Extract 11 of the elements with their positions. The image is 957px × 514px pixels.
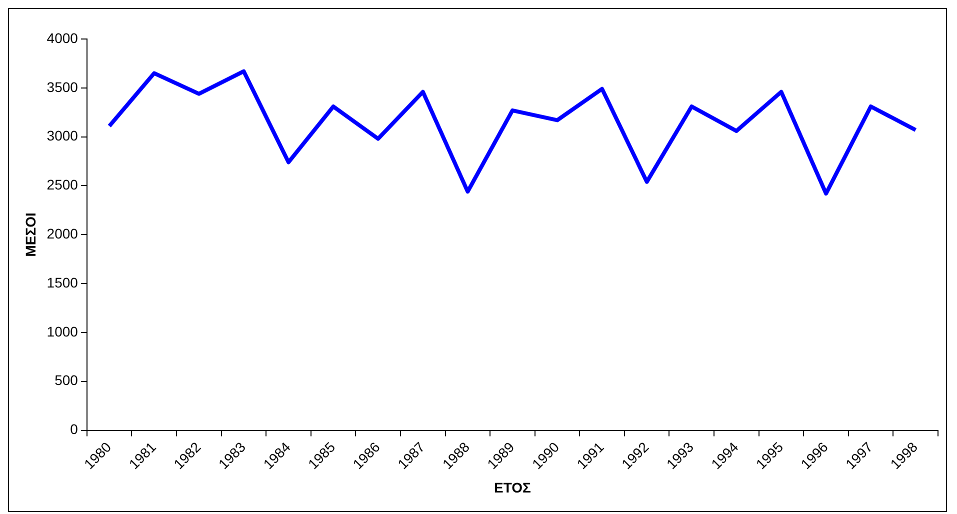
- y-tick-label: 1000: [46, 323, 78, 340]
- y-tick-label: 2000: [46, 226, 78, 242]
- y-tick-label: 0: [70, 421, 78, 438]
- y-tick-label: 500: [54, 372, 78, 388]
- y-tick-label: 4000: [46, 30, 78, 46]
- y-tick-label: 3000: [46, 128, 78, 144]
- y-tick-label: 3500: [46, 78, 78, 95]
- x-axis-title: ΕΤΟΣ: [494, 479, 531, 496]
- y-tick-label: 2500: [46, 176, 78, 193]
- y-axis-title: ΜΕΣΟΙ: [22, 212, 38, 257]
- y-tick-label: 1500: [46, 274, 78, 290]
